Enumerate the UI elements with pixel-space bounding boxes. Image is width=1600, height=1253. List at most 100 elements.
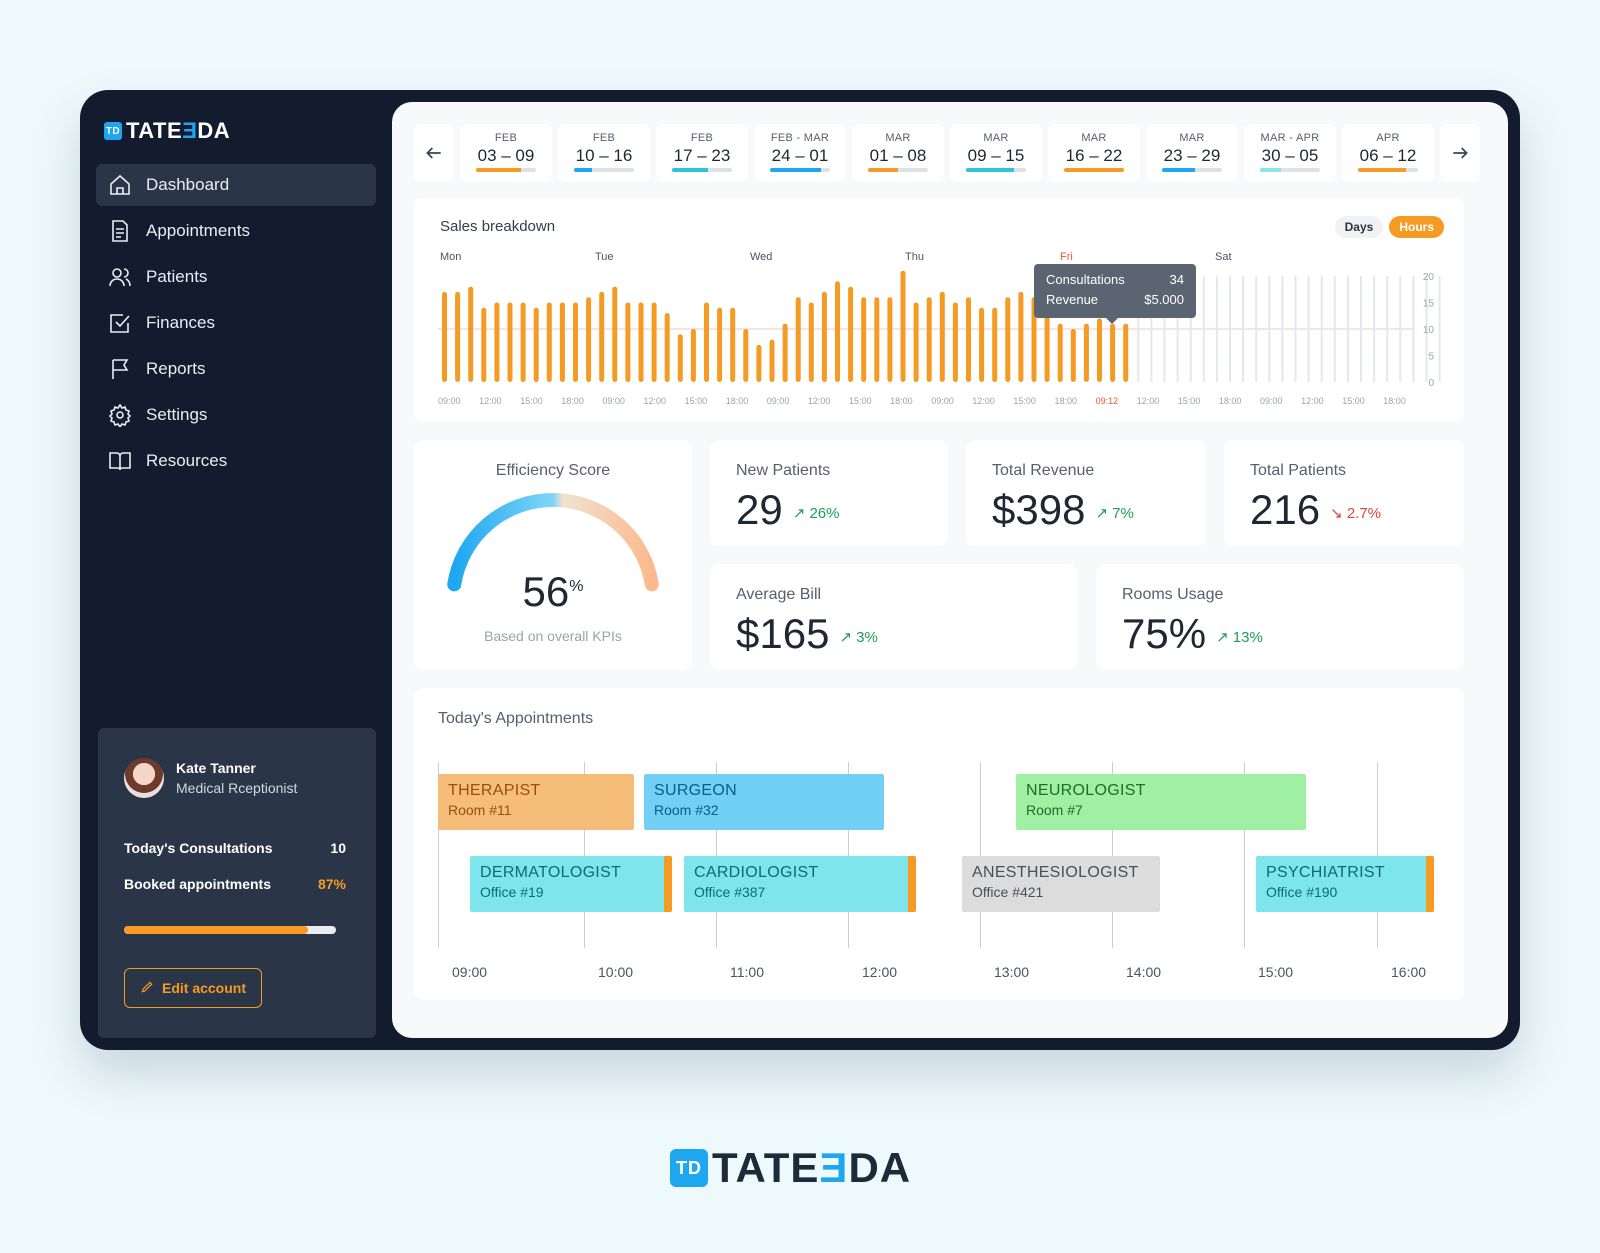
week-month: MAR	[1081, 132, 1107, 144]
week-tab[interactable]: FEB - MAR 24 – 01	[754, 124, 846, 182]
appointment-block[interactable]: NEUROLOGIST Room #7	[1016, 774, 1306, 830]
chart-bar	[861, 297, 867, 382]
appointment-status-edge	[664, 856, 672, 912]
chart-y-tick: 5	[1428, 352, 1434, 363]
edit-account-button[interactable]: Edit account	[124, 968, 262, 1008]
sidebar-item-reports[interactable]: Reports	[96, 348, 376, 390]
chart-x-tick: 18:00	[726, 396, 749, 406]
appointment-room: Office #387	[694, 884, 766, 900]
chart-bar	[546, 302, 552, 382]
brand-name-mid: Ǝ	[182, 118, 198, 143]
next-week-button[interactable]	[1440, 124, 1480, 182]
footer-logo: TD TATE Ǝ DA	[670, 1144, 911, 1192]
sidebar-item-resources[interactable]: Resources	[96, 440, 376, 482]
appointment-block[interactable]: DERMATOLOGIST Office #19	[470, 856, 672, 912]
appointment-block[interactable]: THERAPIST Room #11	[438, 774, 634, 830]
week-days: 23 – 29	[1163, 146, 1221, 165]
week-progress-fill	[770, 168, 821, 172]
chart-x-tick: 15:00	[849, 396, 872, 406]
kpi-label: Total Revenue	[992, 462, 1095, 479]
chart-bar	[1070, 329, 1076, 382]
kpi-value: $165 ↗ 3%	[736, 610, 878, 658]
efficiency-caption: Based on overall KPIs	[484, 628, 622, 644]
sidebar-item-dashboard[interactable]: Dashboard	[96, 164, 376, 206]
week-tab[interactable]: MAR - APR 30 – 05	[1244, 124, 1336, 182]
chart-bar	[952, 302, 958, 382]
week-tab[interactable]: FEB 17 – 23	[656, 124, 748, 182]
chart-x-tick: 12:00	[1137, 396, 1160, 406]
appointment-title: SURGEON	[654, 782, 737, 799]
home-icon	[108, 173, 132, 197]
sidebar-item-finances[interactable]: Finances	[96, 302, 376, 344]
chart-bar	[992, 307, 998, 382]
kpi-value: 75% ↗ 13%	[1122, 610, 1263, 658]
arrow-right-icon	[1453, 147, 1468, 159]
week-tab[interactable]: MAR 09 – 15	[950, 124, 1042, 182]
week-days: 30 – 05	[1261, 146, 1319, 165]
week-month: MAR	[885, 132, 911, 144]
chart-bar	[468, 286, 474, 382]
chart-empty-slot	[1229, 276, 1231, 382]
timeline-gridline	[584, 762, 585, 948]
kpi-label: Average Bill	[736, 586, 822, 603]
chart-x-tick: 09:00	[931, 396, 954, 406]
document-icon	[108, 219, 132, 243]
chart-bar	[900, 270, 906, 382]
appointment-block[interactable]: PSYCHIATRIST Office #190	[1256, 856, 1434, 912]
chart-bar	[533, 307, 539, 382]
appointment-block[interactable]: CARDIOLOGIST Office #387	[684, 856, 916, 912]
kpi-delta: ↘ 2.7%	[1330, 504, 1382, 522]
brand-logo[interactable]: TD TATE Ǝ DA	[104, 118, 230, 144]
week-tab[interactable]: MAR 16 – 22	[1048, 124, 1140, 182]
chart-bar	[494, 302, 500, 382]
sidebar-item-appointments[interactable]: Appointments	[96, 210, 376, 252]
sidebar-item-label: Dashboard	[146, 175, 230, 194]
chart-empty-slot	[1281, 276, 1284, 382]
chart-bar	[1031, 297, 1037, 382]
week-tab[interactable]: FEB 10 – 16	[558, 124, 650, 182]
chart-empty-slot	[1137, 276, 1140, 382]
chart-x-tick: 09:00	[767, 396, 790, 406]
appointment-room: Room #32	[654, 802, 719, 818]
week-progress-fill	[672, 168, 708, 172]
timeline-time-label: 09:00	[452, 964, 488, 980]
sidebar-item-patients[interactable]: Patients	[96, 256, 376, 298]
toggle-hours[interactable]: Hours	[1389, 216, 1444, 238]
week-progress-fill	[1358, 168, 1406, 172]
chart-bar	[1083, 323, 1089, 382]
rooms-usage-card: Rooms Usage 75% ↗ 13%	[1096, 564, 1464, 670]
week-tab[interactable]: MAR 23 – 29	[1146, 124, 1238, 182]
new-patients-card: New Patients 29 ↗ 26%	[710, 440, 948, 546]
week-progress-bar	[476, 168, 536, 172]
appointment-block[interactable]: ANESTHESIOLOGIST Office #421	[962, 856, 1160, 912]
sidebar-item-settings[interactable]: Settings	[96, 394, 376, 436]
toggle-days[interactable]: Days	[1334, 216, 1384, 238]
kpi-label: Rooms Usage	[1122, 586, 1224, 603]
app-window: TD TATE Ǝ DA Dashboard Appointments Patien…	[80, 90, 1520, 1050]
chart-bar	[795, 297, 801, 382]
week-tab[interactable]: MAR 01 – 08	[852, 124, 944, 182]
timeline-gridline	[980, 762, 981, 948]
chart-x-tick: 15:00	[520, 396, 543, 406]
week-progress-bar	[966, 168, 1026, 172]
week-progress-fill	[574, 168, 592, 172]
range-toggle: Days Hours	[1334, 216, 1444, 238]
appointment-block[interactable]: SURGEON Room #32	[644, 774, 884, 830]
timeline-gridline	[716, 762, 717, 948]
chart-bar	[769, 339, 775, 382]
week-tab[interactable]: FEB 03 – 09	[460, 124, 552, 182]
avatar[interactable]	[124, 758, 164, 798]
brand-name-left: TATE	[712, 1144, 820, 1191]
kpi-number: 216	[1250, 486, 1321, 533]
week-month: MAR	[983, 132, 1009, 144]
chart-empty-slot	[1307, 276, 1310, 382]
chart-x-tick: 12:00	[972, 396, 995, 406]
week-days: 06 – 12	[1359, 146, 1417, 165]
week-tab[interactable]: APR 06 – 12	[1342, 124, 1434, 182]
chart-empty-slot	[1412, 276, 1415, 382]
logo-mark-icon: TD	[670, 1149, 708, 1187]
chart-bar	[1057, 323, 1063, 382]
prev-week-button[interactable]	[414, 124, 454, 182]
chart-bar	[1097, 318, 1102, 382]
week-month: MAR	[1179, 132, 1205, 144]
